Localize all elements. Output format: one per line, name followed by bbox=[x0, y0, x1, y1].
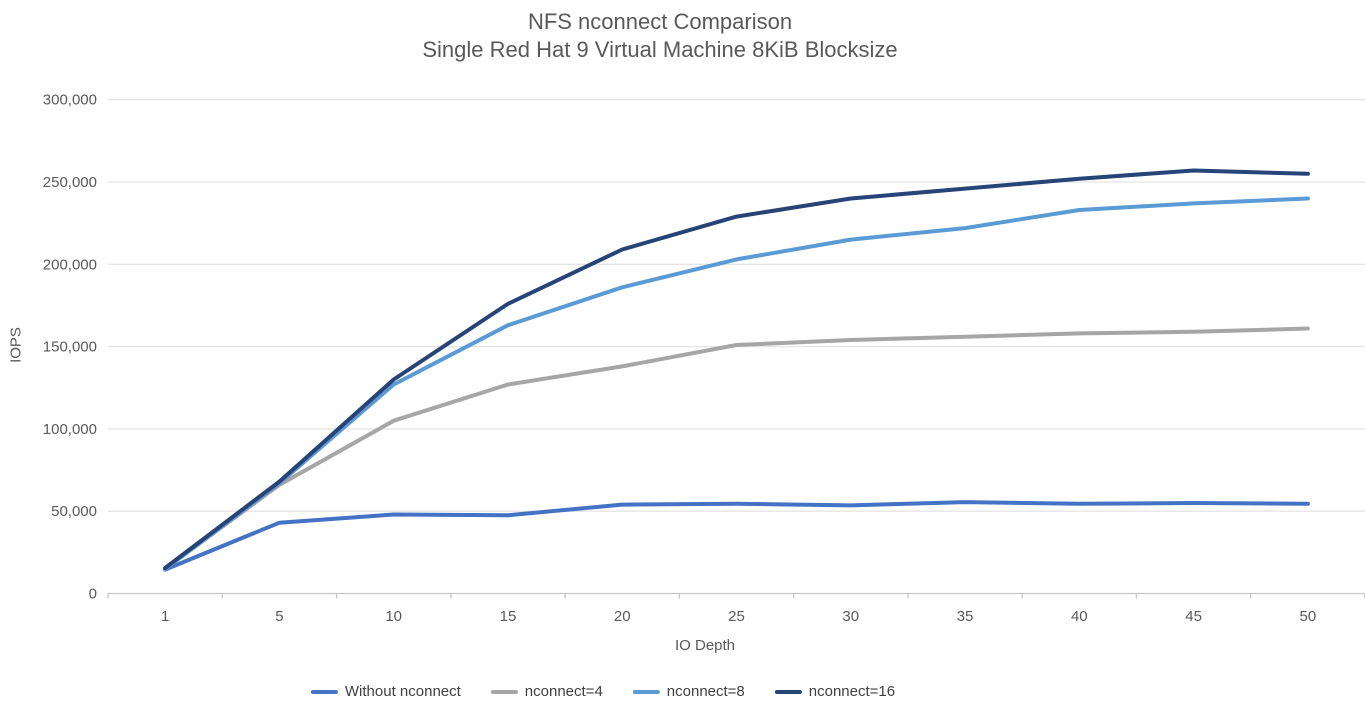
chart-title-line2: Single Red Hat 9 Virtual Machine 8KiB Bl… bbox=[422, 37, 898, 62]
svg-text:200,000: 200,000 bbox=[43, 256, 97, 273]
legend-item: nconnect=8 bbox=[632, 683, 745, 700]
legend-label: nconnect=16 bbox=[808, 683, 896, 700]
chart-title-line1: NFS nconnect Comparison bbox=[527, 9, 793, 34]
chart-title: NFS nconnect Comparison Single Red Hat 9… bbox=[422, 8, 897, 64]
svg-text:1: 1 bbox=[161, 608, 169, 625]
legend: Without nconnect nconnect=4 nconnect=8 ncon… bbox=[310, 683, 896, 700]
legend-line-swatch bbox=[774, 689, 802, 694]
svg-text:20: 20 bbox=[614, 608, 631, 625]
svg-text:25: 25 bbox=[728, 608, 745, 625]
svg-text:45: 45 bbox=[1185, 608, 1202, 625]
legend-line-swatch bbox=[632, 689, 660, 694]
legend-line-swatch bbox=[310, 689, 338, 694]
svg-text:0: 0 bbox=[89, 586, 97, 603]
legend-item: nconnect=4 bbox=[490, 683, 603, 700]
svg-text:5: 5 bbox=[275, 608, 283, 625]
svg-text:40: 40 bbox=[1071, 608, 1088, 625]
y-axis-title: IOPS bbox=[7, 327, 25, 363]
legend-label: Without nconnect bbox=[344, 683, 461, 700]
legend-label: nconnect=8 bbox=[666, 683, 745, 700]
legend-label: nconnect=4 bbox=[524, 683, 603, 700]
legend-item: nconnect=16 bbox=[774, 683, 896, 700]
legend-line-swatch bbox=[490, 689, 518, 694]
svg-text:250,000: 250,000 bbox=[43, 174, 97, 191]
svg-text:15: 15 bbox=[500, 608, 517, 625]
svg-text:100,000: 100,000 bbox=[43, 421, 97, 438]
svg-text:30: 30 bbox=[842, 608, 859, 625]
svg-text:35: 35 bbox=[957, 608, 974, 625]
svg-text:50,000: 50,000 bbox=[51, 503, 97, 520]
svg-text:150,000: 150,000 bbox=[43, 339, 97, 356]
svg-text:10: 10 bbox=[385, 608, 402, 625]
legend-item: Without nconnect bbox=[310, 683, 461, 700]
x-axis-title: IO Depth bbox=[674, 637, 736, 654]
svg-text:50: 50 bbox=[1300, 608, 1317, 625]
svg-text:300,000: 300,000 bbox=[43, 92, 97, 109]
